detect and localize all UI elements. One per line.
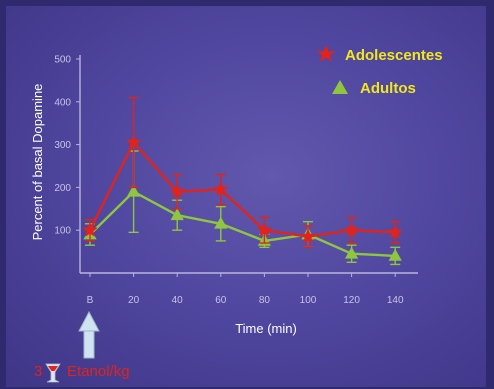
- y-tick-label: 200: [54, 183, 71, 194]
- data-point-star: [169, 183, 185, 199]
- x-tick-label: 20: [128, 295, 140, 306]
- x-tick-label: 40: [172, 295, 184, 306]
- data-point-star: [213, 181, 229, 197]
- data-point-star: [256, 222, 273, 237]
- legend: Adolescentes Adultos: [316, 45, 443, 97]
- series-adultos: [83, 150, 402, 266]
- x-axis-title: Time (min): [235, 321, 297, 336]
- y-axis-title: Percent of basal Dopamine: [30, 84, 45, 241]
- x-tick-label: 140: [387, 295, 404, 306]
- series-line: [89, 190, 396, 258]
- x-tick-label: 60: [215, 295, 227, 306]
- legend-triangle-marker: [332, 80, 348, 94]
- x-tick-label: B: [87, 295, 94, 306]
- data-point-star: [125, 134, 142, 149]
- y-tick-label: 300: [54, 140, 71, 151]
- y-tick-label: 500: [54, 55, 71, 66]
- legend-label-adolescentes: Adolescentes: [345, 47, 443, 64]
- data-point-star: [387, 224, 403, 239]
- dose-number: 3: [34, 363, 42, 380]
- glass-icon: [45, 363, 61, 383]
- data-point-triangle: [170, 208, 184, 221]
- x-tick-label: 120: [343, 295, 360, 306]
- series-line: [88, 141, 396, 238]
- up-arrow: [78, 310, 100, 359]
- legend-star-marker: [316, 45, 336, 62]
- series-adolescentes: [82, 96, 403, 249]
- data-point-triangle: [344, 246, 359, 259]
- data-point-star: [343, 222, 360, 237]
- y-tick-labels: 100 200 300 400 500: [54, 55, 71, 237]
- legend-item-adolescentes: Adolescentes: [316, 45, 443, 64]
- series-layer: [82, 96, 403, 266]
- data-point-star: [300, 228, 316, 244]
- y-tick-label: 100: [54, 226, 71, 237]
- data-point-triangle: [126, 184, 141, 197]
- data-point-star: [82, 222, 98, 237]
- x-tick-labels: B 20 40 60 80 100 120 140: [87, 295, 404, 306]
- chart-axes: [76, 55, 418, 277]
- x-tick-label: 100: [300, 295, 317, 306]
- dose-label: Etanol/kg: [67, 363, 130, 380]
- x-tick-label: 80: [259, 295, 271, 306]
- legend-item-adultos: Adultos: [332, 80, 416, 97]
- legend-label-adultos: Adultos: [360, 80, 416, 97]
- ethanol-annotation: 3 Etanol/kg: [34, 310, 130, 383]
- data-point-triangle: [388, 248, 402, 261]
- data-point-triangle: [214, 216, 228, 229]
- y-tick-label: 400: [54, 97, 71, 108]
